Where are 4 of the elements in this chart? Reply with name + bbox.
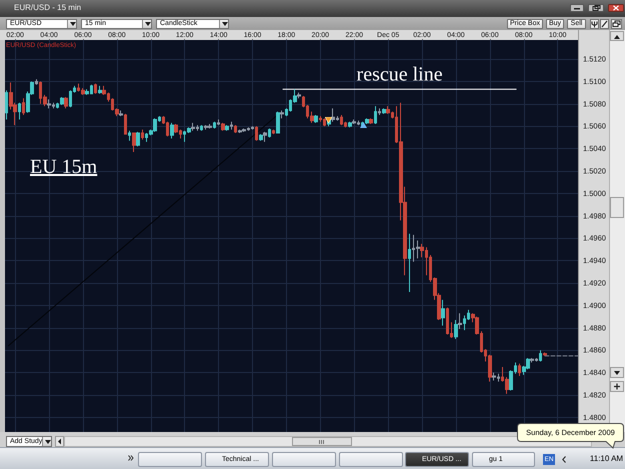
series-label: rescue line <box>356 63 443 86</box>
text: EUR/USD - 15 min <box>14 3 82 12</box>
text: 11:10 AM <box>590 454 624 463</box>
annotation: EU 15m <box>30 156 98 178</box>
